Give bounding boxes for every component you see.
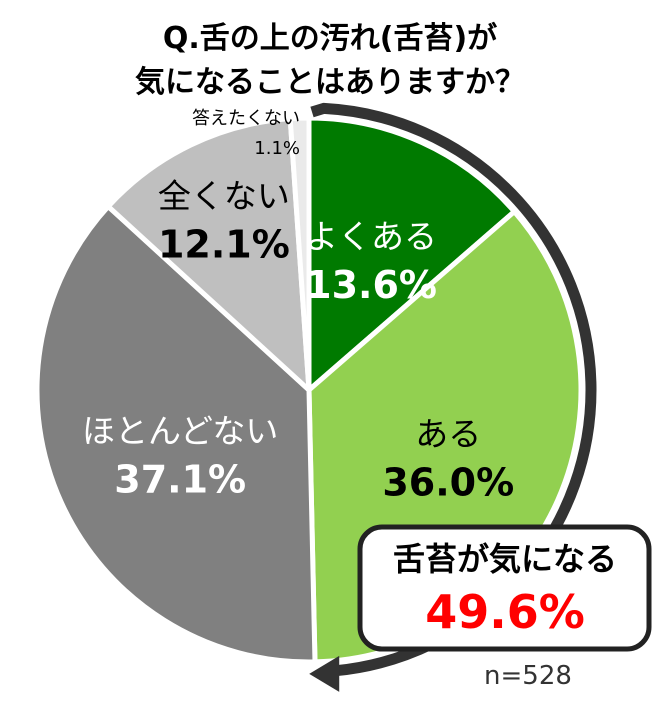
callout-box: 舌苔が気になる 49.6% (357, 524, 652, 652)
slice-value-mattaku-nai: 12.1% (158, 223, 290, 267)
slice-label-kotaetakunai: 答えたくない (192, 108, 300, 129)
callout-arrowhead (309, 655, 340, 692)
slice-value-hotondo-nai: 37.1% (114, 457, 246, 501)
pie-labels: よくある 13.6% ある 36.0% ほとんどない 37.1% 全くない 12.1% 答えたく… (82, 108, 514, 505)
slice-value-aru: 36.0% (382, 461, 514, 505)
slice-value-yoku-aru: 13.6% (305, 263, 437, 307)
pie-slice-hotondo-nai (34, 203, 318, 665)
slice-value-kotaetakunai: 1.1% (254, 138, 300, 159)
callout-label: 舌苔が気になる (393, 540, 617, 578)
pie-slice-kotaetakunai (287, 115, 312, 393)
chart-title-line-1: Q.舌の上の汚れ(舌苔)が (163, 21, 497, 56)
chart-title-line-2: 気になることはありますか？ (135, 65, 525, 100)
slice-label-yoku-aru: よくある (305, 217, 437, 256)
pie-slice-yoku-aru (306, 115, 517, 393)
slice-label-mattaku-nai: 全くない (158, 177, 290, 216)
slice-label-hotondo-nai: ほとんどない (82, 411, 278, 450)
sample-size: n=528 (484, 661, 572, 691)
pie-slice-mattaku-nai (105, 116, 312, 393)
callout-value: 49.6% (425, 585, 585, 639)
slice-label-aru: ある (415, 415, 481, 454)
